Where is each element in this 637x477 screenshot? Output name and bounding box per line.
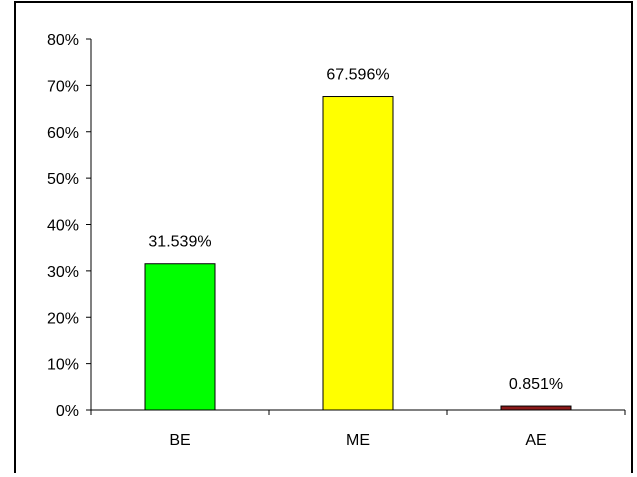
y-tick-label: 20% (47, 310, 79, 327)
bar-be (144, 263, 216, 411)
bar-ae (500, 405, 572, 411)
data-labels: 31.539% 67.596% 0.851% (148, 67, 563, 394)
x-category-label: BE (169, 432, 190, 449)
bar-me (322, 96, 394, 411)
y-tick-label: 70% (47, 78, 79, 95)
data-label: 31.539% (148, 234, 211, 251)
y-tick-label: 80% (47, 32, 79, 49)
y-tick-label: 60% (47, 125, 79, 142)
x-axis: BE ME AE (90, 409, 626, 449)
y-tick-label: 0% (56, 403, 79, 420)
y-tick-label: 50% (47, 171, 79, 188)
bars (144, 96, 572, 411)
x-category-label: ME (346, 432, 370, 449)
y-tick-label: 10% (47, 357, 79, 374)
y-tick-label: 40% (47, 218, 79, 235)
data-label: 67.596% (326, 67, 389, 84)
data-label: 0.851% (509, 376, 563, 393)
y-axis: 0% 10% 20% 30% 40% 50% 60% 70% 80% (47, 32, 92, 420)
y-tick-label: 30% (47, 264, 79, 281)
x-category-label: AE (525, 432, 546, 449)
